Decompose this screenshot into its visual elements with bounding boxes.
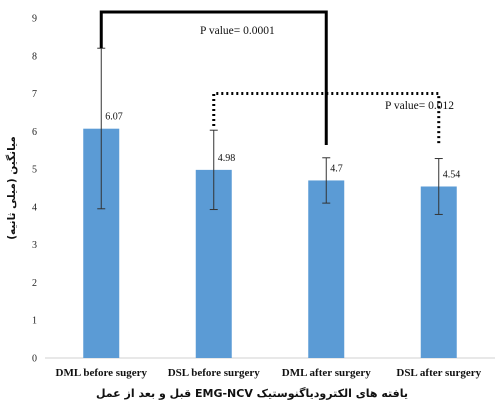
y-tick-label: 5: [32, 165, 37, 176]
y-tick-label: 0: [32, 354, 37, 365]
y-tick-label: 9: [32, 14, 37, 25]
y-tick-label: 1: [32, 316, 37, 327]
data-label-4: 4.54: [443, 169, 461, 180]
y-axis-title: میانگین (میلی ثانیه): [5, 136, 18, 240]
significance-bracket-2: [212, 92, 441, 146]
y-tick-label: 2: [32, 278, 37, 289]
bar-4: [420, 186, 457, 358]
p-value-label-1: P value= 0.0001: [200, 25, 275, 37]
y-tick-label: 7: [32, 89, 37, 100]
data-label-2: 4.98: [218, 153, 236, 164]
p-value-label-2: P value= 0.012: [385, 100, 454, 112]
x-tick-label-3: DML after surgery: [282, 367, 371, 379]
y-tick-label: 3: [32, 240, 37, 251]
bar-3: [308, 180, 345, 358]
data-label-3: 4.7: [330, 163, 343, 174]
x-tick-label-4: DSL after surgery: [396, 367, 481, 379]
y-tick-label: 6: [32, 127, 37, 138]
significance-bracket-1: [99, 10, 328, 145]
x-tick-label-1: DML before sugery: [56, 367, 148, 379]
y-tick-label: 8: [32, 51, 37, 62]
x-axis-title: یافته های الکترودیاگنوستیک EMG-NCV قبل و…: [96, 387, 408, 400]
data-label-1: 6.07: [105, 112, 123, 123]
x-tick-label-2: DSL before surgery: [168, 367, 261, 379]
y-tick-label: 4: [32, 202, 37, 213]
